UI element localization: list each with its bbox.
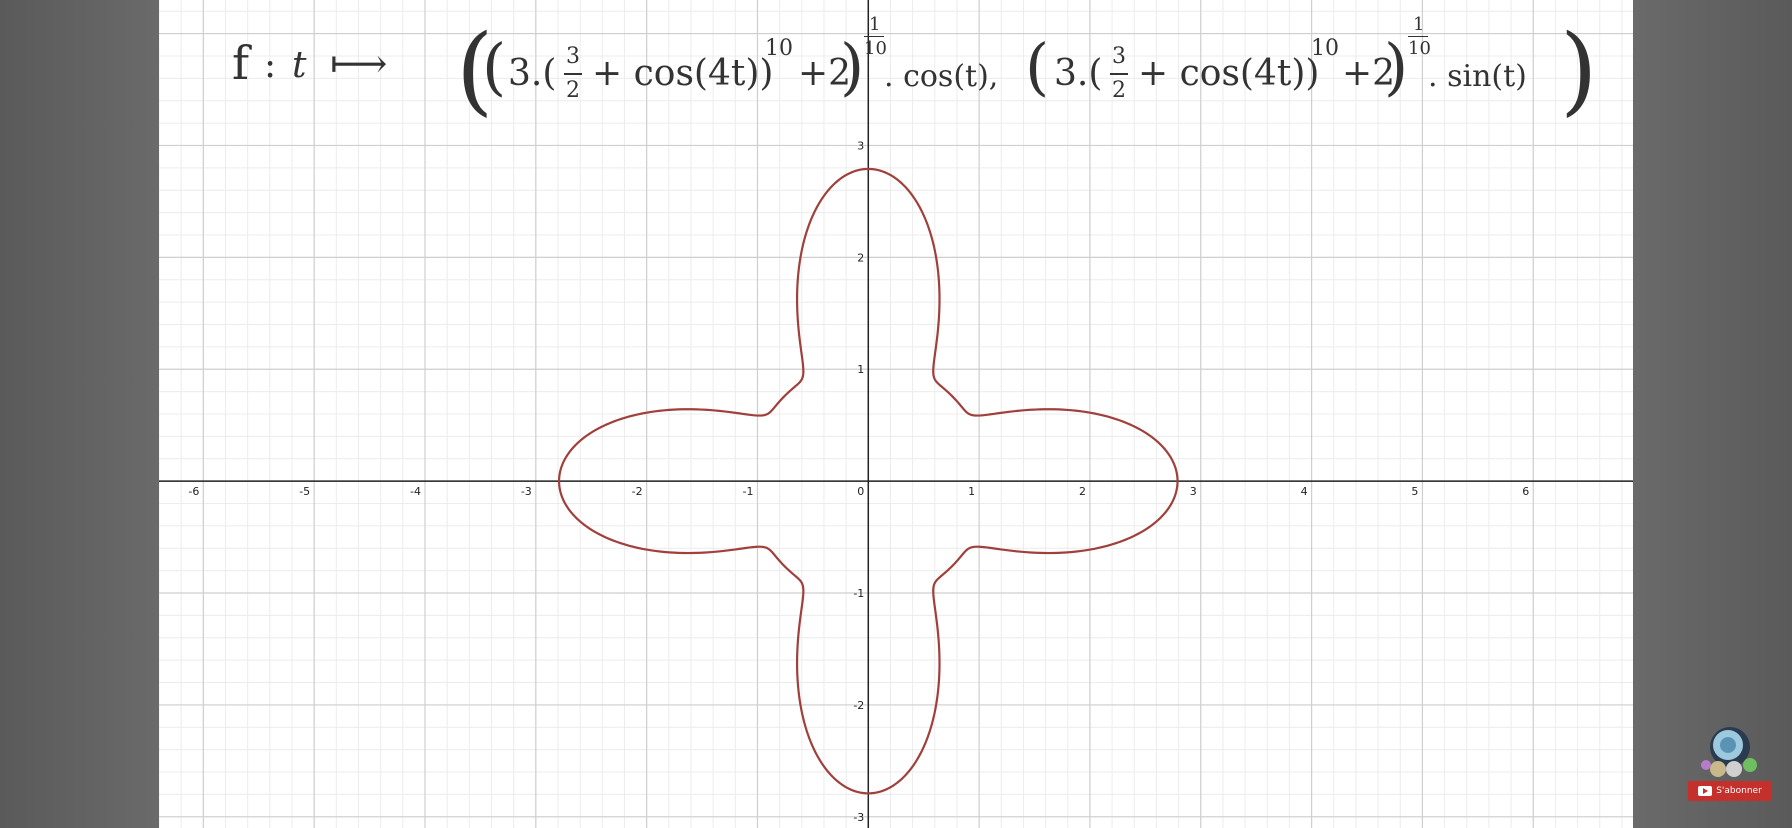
x-tick-label: 3 <box>1190 485 1197 498</box>
y-tick-label: -1 <box>853 587 864 600</box>
subscribe-label: S'abonner <box>1716 786 1762 796</box>
formula-frac-num-2: 3 <box>1112 44 1126 69</box>
channel-logo-icon <box>1701 727 1757 777</box>
y-tick-label: -2 <box>853 699 864 712</box>
formula-frac-bar-2 <box>1110 73 1128 75</box>
x-tick-label: 0 <box>857 485 864 498</box>
x-tick-label: -5 <box>299 485 310 498</box>
formula-big-paren-open: ( <box>456 14 494 126</box>
formula-frac-den-2: 2 <box>1112 78 1126 103</box>
x-tick-label: -1 <box>742 485 753 498</box>
formula-cos-t: . cos(t), <box>884 59 999 94</box>
formula-frac-den-1: 2 <box>566 78 580 103</box>
youtube-play-icon <box>1698 786 1713 796</box>
formula-paren-2b: ) <box>1384 30 1409 103</box>
formula-three-2: 3.( <box>1054 53 1103 94</box>
graph-area: -6 -5 -4 -3 -2 -1 0 1 2 3 4 5 6 -3 -2 -1 1 2 3 <box>159 0 1633 828</box>
x-tick-label: -2 <box>632 485 643 498</box>
formula-colon: : <box>264 45 277 86</box>
x-tick-label: 5 <box>1411 485 1418 498</box>
formula-outer-num-1: 1 <box>869 14 881 35</box>
formula-three-1: 3.( <box>508 53 557 94</box>
formula-outer-den-1: 10 <box>864 38 887 59</box>
formula-outer-den-2: 10 <box>1408 38 1431 59</box>
formula-paren-2a: ( <box>1025 30 1050 103</box>
x-tick-label: 1 <box>968 485 975 498</box>
curves <box>557 167 1179 795</box>
plot-canvas: -6 -5 -4 -3 -2 -1 0 1 2 3 4 5 6 -3 -2 -1 1 2 3 <box>159 0 1633 828</box>
formula-exp10-2: 10 <box>1311 36 1339 61</box>
x-tick-label: 2 <box>1079 485 1086 498</box>
tick-labels: -6 -5 -4 -3 -2 -1 0 1 2 3 4 5 6 -3 -2 -1 1 2 3 <box>188 139 1529 823</box>
formula-plus2-2: +2 <box>1342 53 1396 94</box>
axes <box>159 0 1633 828</box>
parametric-curve <box>557 167 1179 795</box>
formula-frac-num-1: 3 <box>566 44 580 69</box>
formula-outer-bar-1 <box>864 36 884 37</box>
y-tick-label: -3 <box>853 811 864 824</box>
formula-frac-bar-1 <box>564 73 582 75</box>
x-tick-label: 6 <box>1522 485 1529 498</box>
formula-big-paren-close: ) <box>1560 14 1598 126</box>
formula-exp10-1: 10 <box>765 36 793 61</box>
formula-cos4t-2: + cos(4t)) <box>1138 53 1320 94</box>
formula-f: f <box>232 36 250 90</box>
formula-plus2-1: +2 <box>798 53 852 94</box>
formula-cos4t-1: + cos(4t)) <box>592 53 774 94</box>
x-tick-label: -3 <box>521 485 532 498</box>
subscribe-badge[interactable]: S'abonner <box>1688 725 1772 809</box>
formula-sin-t: . sin(t) <box>1428 59 1527 94</box>
formula-outer-bar-2 <box>1408 36 1428 37</box>
formula-header: f : t ⟼ ( ( 3.( 3 2 + cos(4t)) 10 +2 ) 1… <box>232 0 1632 130</box>
x-tick-label: -4 <box>410 485 421 498</box>
formula-paren-1b: ) <box>840 30 865 103</box>
y-tick-label: 2 <box>857 251 864 264</box>
formula-t: t <box>292 45 307 86</box>
formula-mapsto: ⟼ <box>330 41 388 87</box>
x-tick-label: 4 <box>1301 485 1308 498</box>
y-tick-label: 1 <box>857 363 864 376</box>
x-tick-label: -6 <box>188 485 199 498</box>
left-letterbox <box>0 0 159 828</box>
y-tick-label: 3 <box>857 139 864 152</box>
formula-outer-num-2: 1 <box>1413 14 1425 35</box>
formula-paren-1a: ( <box>482 30 507 103</box>
subscribe-button[interactable]: S'abonner <box>1688 781 1772 801</box>
right-letterbox <box>1633 0 1792 828</box>
